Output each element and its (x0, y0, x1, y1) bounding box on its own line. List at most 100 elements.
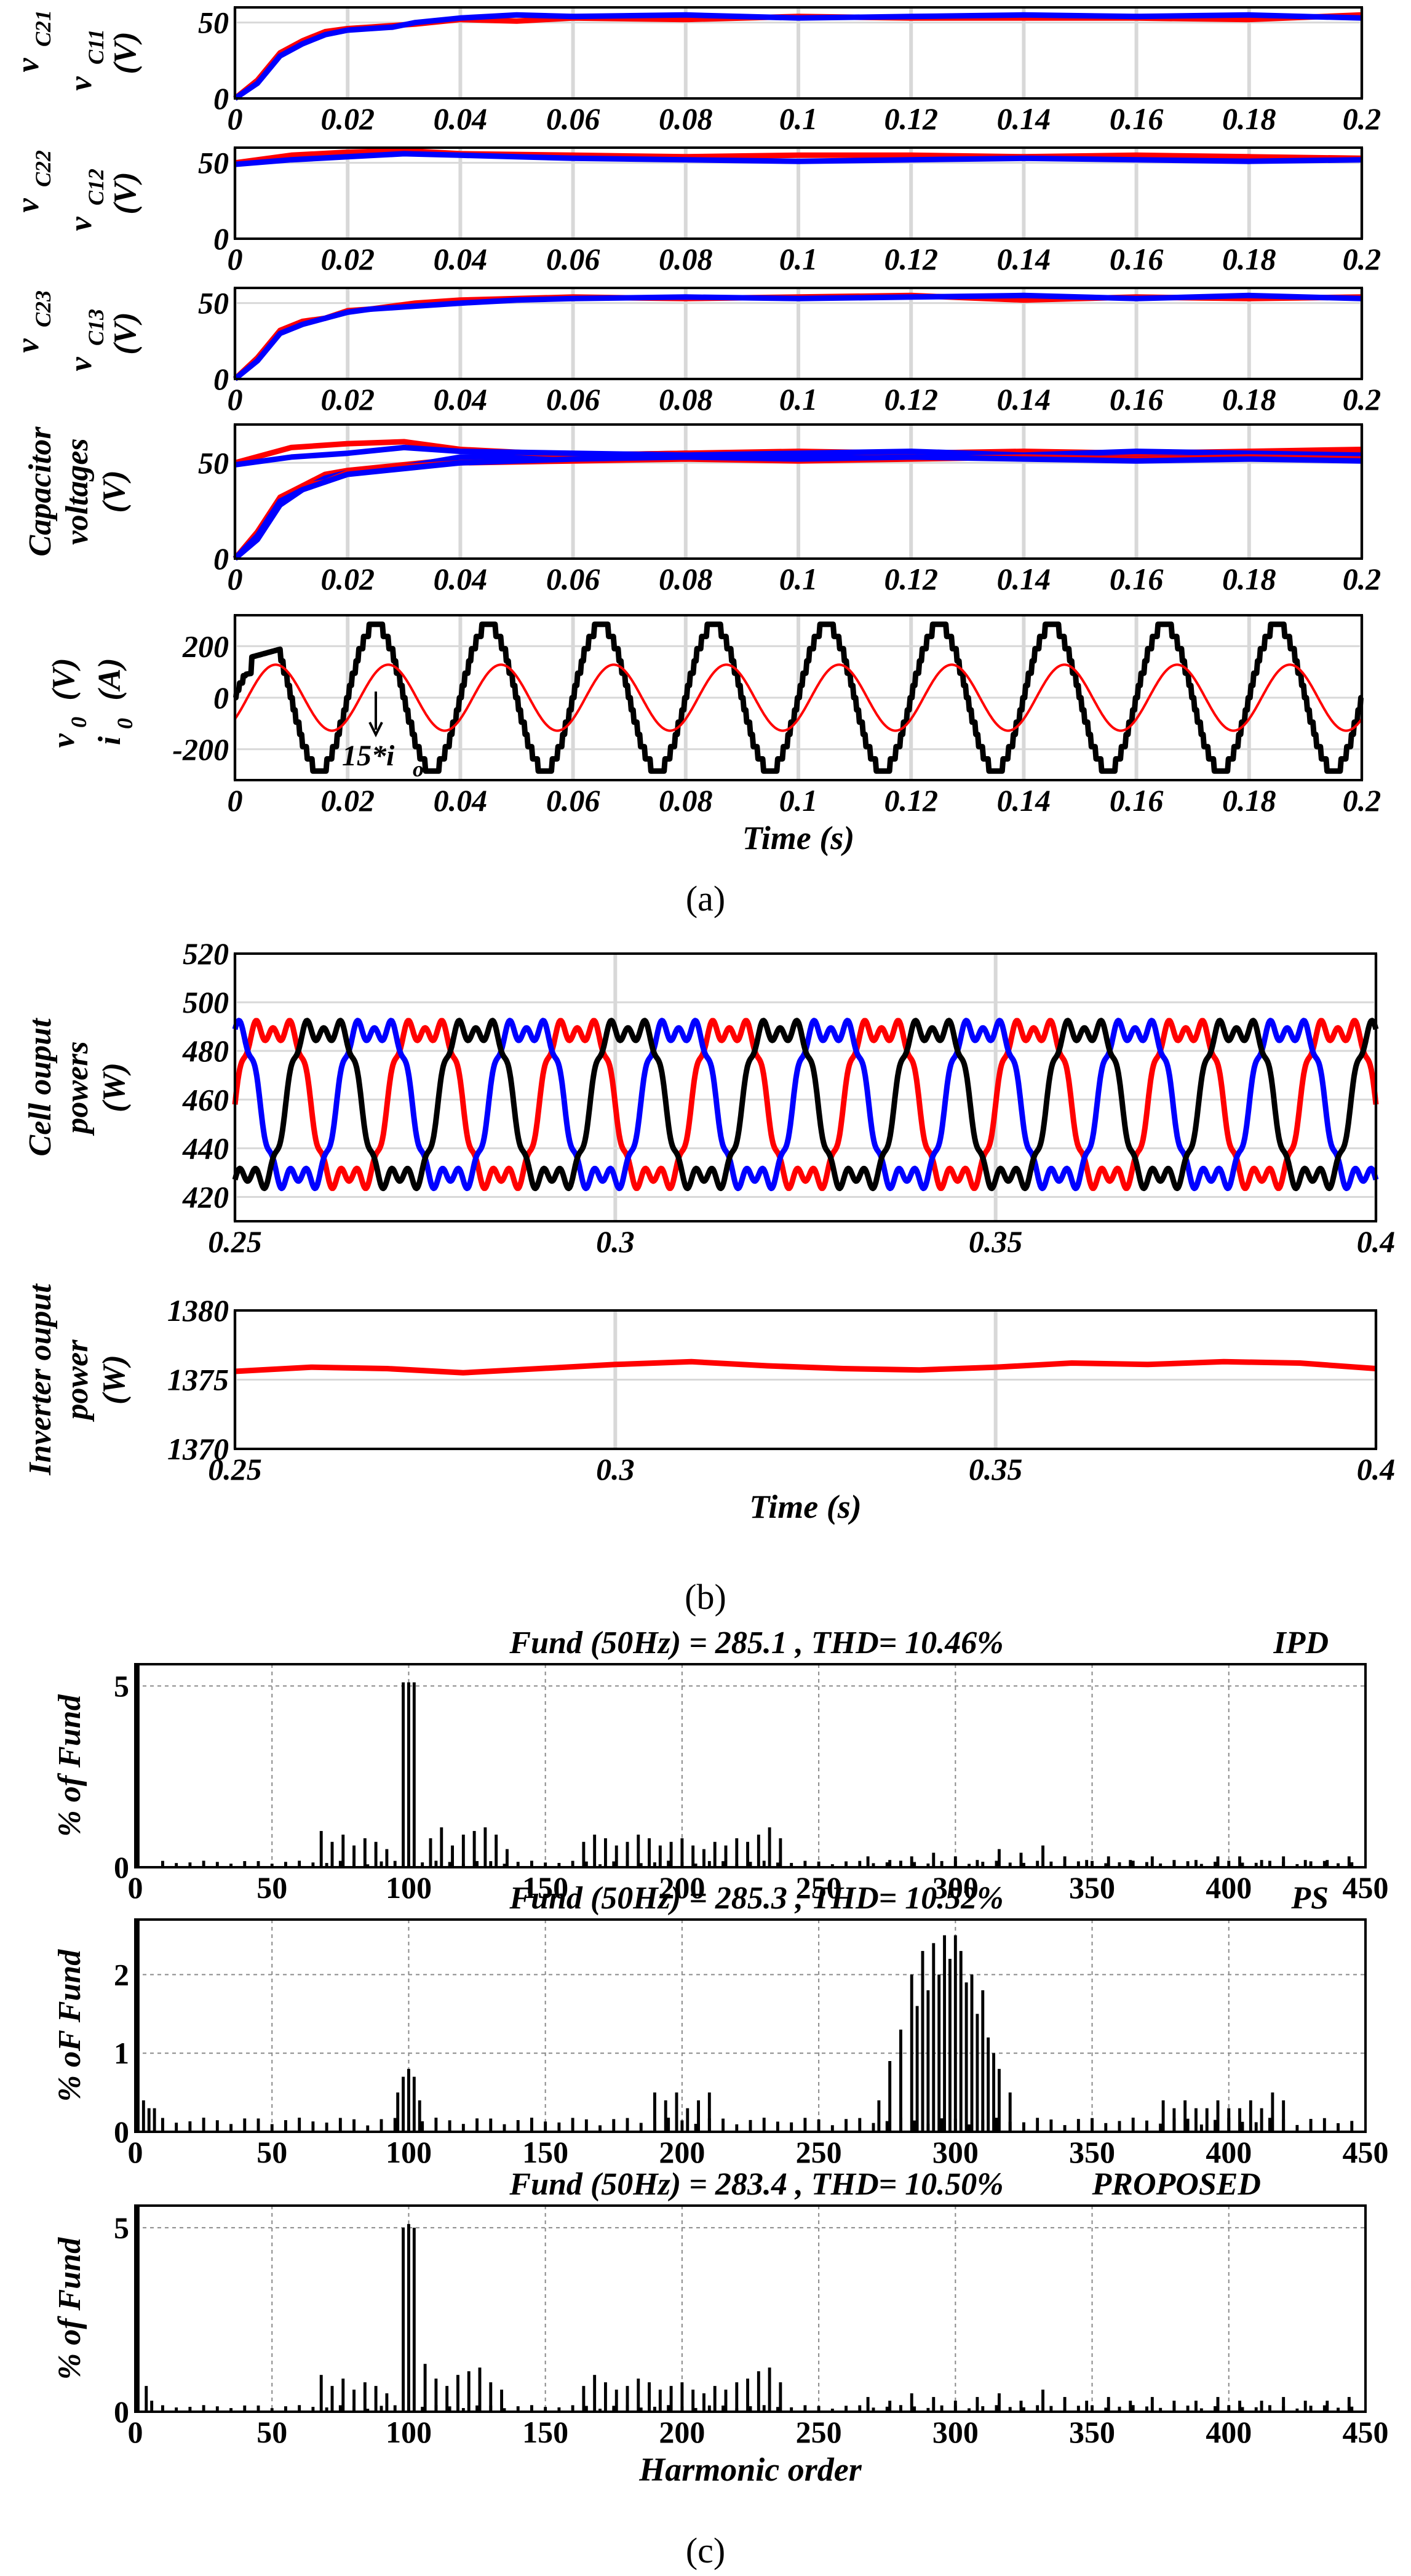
harmonic-bar (664, 2100, 667, 2132)
noise-bar (270, 2408, 274, 2412)
y-label-part: (V) (108, 312, 143, 354)
harmonic-bar (319, 2375, 323, 2412)
harmonic-bar (757, 1834, 760, 1867)
y-label-part: v (10, 58, 46, 73)
noise-bar (707, 1860, 711, 1867)
harmonic-bar (648, 2382, 651, 2412)
harmonic-bar (998, 1849, 1001, 1867)
noise-bar (749, 2119, 752, 2132)
x-tick-label: 400 (1206, 2135, 1252, 2169)
noise-bar (352, 1861, 356, 1867)
noise-bar (830, 2125, 834, 2132)
harmonic-bar (1129, 2401, 1132, 2412)
noise-bar (1145, 2406, 1148, 2412)
harmonic-bar (637, 1834, 640, 1867)
series-vC13 (233, 292, 1362, 381)
noise-bar (1241, 2407, 1244, 2412)
x-tick-label: 250 (796, 2135, 842, 2169)
axes-frame (234, 423, 1363, 560)
harmonic-bar (910, 2393, 913, 2412)
noise-bar (1118, 2121, 1121, 2132)
y-tick-label: 5 (114, 1669, 129, 1703)
y-tick-label: 0 (213, 221, 229, 256)
noise-bar (1159, 2407, 1163, 2412)
noise-bar (448, 1862, 451, 1867)
noise-bar (1159, 2123, 1163, 2132)
y-tick-label: 2 (114, 1957, 129, 1992)
noise-bar (995, 2118, 998, 2132)
y-label-part: v (63, 357, 98, 372)
x-tick-label: 0 (228, 562, 243, 596)
noise-bar (1241, 2121, 1244, 2132)
x-tick-label: 200 (659, 1870, 705, 1905)
noise-bar (653, 2406, 656, 2412)
y-tick-label: 1 (114, 2036, 129, 2070)
noise-bar (243, 1860, 247, 1867)
harmonic-bar (1194, 2108, 1198, 2132)
noise-bar (338, 2118, 342, 2132)
noise-bar (188, 2407, 192, 2412)
x-tick-label: 450 (1343, 2415, 1389, 2449)
noise-bar (366, 2409, 370, 2412)
x-tick-label: 0.14 (997, 783, 1051, 818)
noise-bar (1350, 2121, 1354, 2132)
y-label-part: C23 (31, 290, 55, 327)
harmonic-bar (899, 2029, 902, 2132)
noise-bar (872, 2407, 875, 2412)
harmonic-bar (658, 1845, 662, 1867)
noise-bar (1322, 1860, 1326, 1867)
y-label-part: C21 (31, 10, 55, 47)
noise-bar (1322, 2405, 1326, 2412)
harmonic-bar (735, 1838, 739, 1867)
noise-bar (762, 1860, 766, 1867)
noise-bar (1295, 2124, 1299, 2132)
harmonic-bar (141, 2100, 145, 2132)
y-label-part: v (63, 76, 98, 91)
harmonic-bar (374, 2386, 378, 2412)
noise-bar (338, 1860, 342, 1867)
noise-bar (243, 2405, 247, 2412)
noise-bar (1337, 1863, 1340, 1867)
annotation-subscript: o (413, 757, 424, 781)
noise-bar (995, 2405, 998, 2412)
noise-bar (680, 2406, 684, 2412)
y-label-part: (V) (108, 31, 143, 74)
noise-bar (885, 2406, 889, 2412)
x-tick-label: 0.06 (546, 382, 600, 417)
x-tick-label: 0.06 (546, 562, 600, 596)
noise-bar (913, 1862, 916, 1867)
harmonic-bar (932, 1943, 936, 2132)
harmonic-bar (451, 1845, 454, 1867)
noise-bar (475, 2118, 479, 2132)
harmonic-bar (970, 1974, 974, 2132)
harmonic-bar (1303, 1860, 1307, 1867)
x-tick-label: 0.16 (1110, 562, 1164, 596)
noise-bar (981, 2406, 985, 2412)
harmonic-bar (713, 2386, 717, 2412)
harmonic-bar (1150, 2397, 1154, 2412)
y-axis-label: Cell ouput powers (W) (23, 1018, 132, 1156)
noise-bar (270, 1864, 274, 1867)
x-tick-label: 0.14 (997, 102, 1051, 136)
harmonic-bar (319, 1831, 323, 1867)
series-vC12 (234, 148, 1362, 166)
harmonic-bar (680, 1838, 684, 1867)
noise-bar (953, 2405, 957, 2412)
noise-bar (544, 1862, 547, 1867)
noise-bar (188, 1862, 192, 1867)
y-label-part: (A) (92, 658, 127, 700)
y-label-part: v (46, 733, 81, 748)
harmonic-bar (669, 1841, 673, 1867)
harmonic-bar (697, 2100, 700, 2132)
y-tick-label: -200 (172, 732, 229, 767)
y-axis-label: v C23 v C13 (V) (10, 290, 143, 372)
noise-bar (830, 1864, 834, 1867)
harmonic-bar (352, 2390, 356, 2412)
noise-bar (830, 2408, 834, 2412)
x-tick-label: 0.3 (596, 1224, 635, 1259)
harmonic-bar (626, 1841, 629, 1867)
x-tick-label: 0.06 (546, 242, 600, 276)
noise-bar (1104, 1863, 1108, 1867)
y-label-part: C22 (31, 150, 55, 187)
noise-bar (434, 1860, 438, 1867)
